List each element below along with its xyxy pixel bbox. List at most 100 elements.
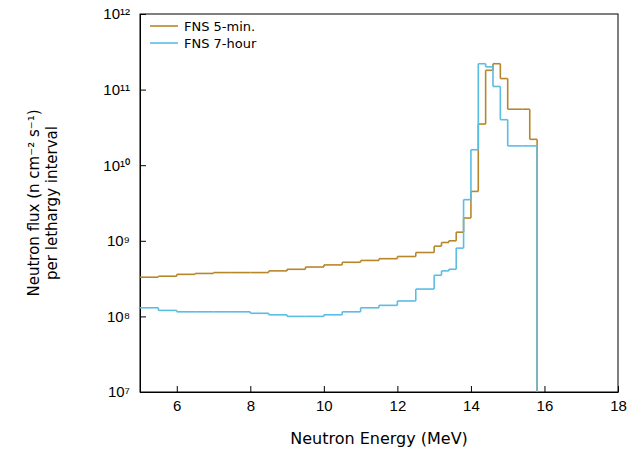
x-tick-mark <box>250 386 251 392</box>
step <box>486 70 493 72</box>
step <box>287 316 305 318</box>
step <box>522 108 529 110</box>
x-axis: 6 8 10 12 14 16 18 <box>141 386 627 414</box>
step <box>442 270 449 272</box>
step-riser <box>507 79 509 110</box>
step <box>232 311 250 313</box>
x-tick-mark <box>177 386 178 392</box>
step <box>416 288 434 290</box>
step-riser <box>529 109 531 139</box>
step <box>442 242 449 244</box>
step <box>530 145 537 147</box>
step <box>449 240 456 242</box>
y-tick-mark <box>140 90 146 91</box>
x-tick: 14 <box>463 386 480 414</box>
y-axis-title-line: per lethargy interval <box>43 126 61 280</box>
step <box>305 316 323 318</box>
y-axis-title-line: Neutron flux (n cm⁻² s⁻¹) <box>25 109 43 296</box>
step <box>478 63 485 65</box>
legend-label: FNS 5-min. <box>184 19 255 34</box>
step <box>456 247 463 249</box>
y-tick-mark <box>140 241 146 242</box>
step <box>214 311 232 313</box>
y-tick: 10⁹ <box>107 232 146 249</box>
step <box>397 300 415 302</box>
step <box>471 191 478 193</box>
step <box>464 217 471 219</box>
y-tick-mark <box>140 392 146 393</box>
step <box>158 310 176 312</box>
y-tick: 10⁸ <box>107 308 146 325</box>
step <box>486 66 493 68</box>
plot-frame <box>140 14 618 392</box>
step <box>493 86 500 88</box>
x-tick-label: 16 <box>537 397 554 414</box>
step <box>449 268 456 270</box>
step <box>342 311 360 313</box>
x-tick-label: 12 <box>390 397 407 414</box>
step <box>269 314 287 316</box>
legend-item: FNS 7-hour <box>150 36 257 51</box>
x-tick: 12 <box>390 386 407 414</box>
step <box>379 258 397 260</box>
step <box>361 307 379 309</box>
step-riser <box>500 64 502 79</box>
x-tick: 16 <box>537 386 554 414</box>
step <box>324 314 342 316</box>
legend-swatch <box>150 42 178 44</box>
y-tick: 10⁷ <box>108 383 146 400</box>
y-tick-label: 10¹¹ <box>103 81 130 98</box>
legend-swatch <box>150 25 178 27</box>
y-tick: 10¹¹ <box>103 81 146 98</box>
step-riser <box>536 146 538 392</box>
step-riser <box>477 64 479 150</box>
step <box>195 311 213 313</box>
step <box>250 272 268 274</box>
step-riser <box>463 200 465 248</box>
step <box>515 108 522 110</box>
legend-item: FNS 5-min. <box>150 19 255 34</box>
legend-label: FNS 7-hour <box>184 36 257 51</box>
x-tick: 18 <box>610 386 627 414</box>
x-tick-mark <box>544 386 545 392</box>
x-tick-label: 8 <box>247 397 255 414</box>
step <box>456 231 463 233</box>
step <box>508 145 515 147</box>
x-tick: 6 <box>173 386 181 414</box>
step <box>434 274 441 276</box>
step <box>140 307 158 309</box>
series <box>140 64 537 392</box>
step <box>177 311 195 313</box>
x-tick-mark <box>471 386 472 392</box>
step-riser <box>415 289 417 301</box>
step <box>471 149 478 151</box>
step <box>397 256 415 258</box>
step <box>140 276 158 278</box>
x-tick-mark <box>397 386 398 392</box>
plot-area <box>140 64 537 392</box>
step <box>361 260 379 262</box>
step <box>416 252 434 254</box>
x-tick-label: 18 <box>610 397 627 414</box>
step <box>195 273 213 275</box>
x-tick-label: 10 <box>316 397 333 414</box>
step-riser <box>455 248 457 269</box>
y-tick-mark <box>140 316 146 317</box>
step <box>177 274 195 276</box>
step <box>324 264 342 266</box>
step <box>478 123 485 125</box>
x-tick-mark <box>618 386 619 392</box>
step <box>342 261 360 263</box>
step <box>508 108 515 110</box>
x-tick: 10 <box>316 386 333 414</box>
step <box>515 145 522 147</box>
step <box>500 78 507 80</box>
step <box>500 119 507 121</box>
step-riser <box>507 120 509 146</box>
step <box>464 199 471 201</box>
y-axis-line <box>140 15 141 393</box>
x-tick: 8 <box>247 386 255 414</box>
x-axis-line <box>141 392 619 393</box>
step-riser <box>485 70 487 124</box>
step-riser <box>492 67 494 87</box>
